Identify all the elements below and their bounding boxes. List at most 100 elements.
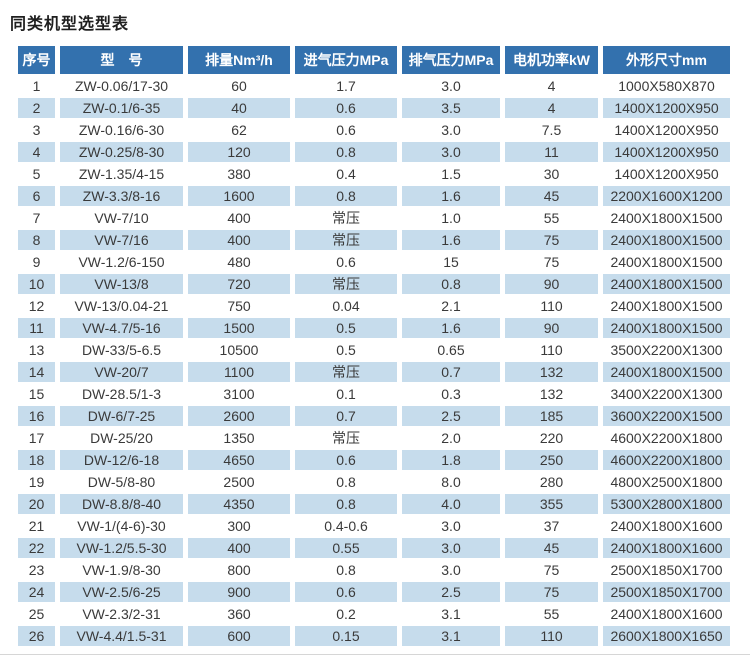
table-cell: 1400X1200X950 (603, 142, 730, 162)
table-cell: 11 (505, 142, 598, 162)
table-cell: 2400X1800X1600 (603, 538, 730, 558)
table-cell: 24 (18, 582, 55, 602)
table-cell: 75 (505, 560, 598, 580)
table-cell: 2400X1800X1500 (603, 362, 730, 382)
table-cell: VW-7/10 (60, 208, 183, 228)
table-cell: 37 (505, 516, 598, 536)
column-header: 序号 (18, 46, 55, 74)
table-cell: 3100 (188, 384, 290, 404)
table-cell: 7.5 (505, 120, 598, 140)
table-row: 1 ZW-0.06/17-30 60 1.7 3.0 4 1000X580X870 (18, 76, 730, 96)
table-cell: 常压 (295, 428, 397, 448)
table-cell: 3500X2200X1300 (603, 340, 730, 360)
table-cell: 15 (402, 252, 500, 272)
table-cell: 0.4 (295, 164, 397, 184)
table-cell: VW-7/16 (60, 230, 183, 250)
table-cell: ZW-0.1/6-35 (60, 98, 183, 118)
table-cell: 4.0 (402, 494, 500, 514)
table-cell: 2.5 (402, 582, 500, 602)
table-cell: 14 (18, 362, 55, 382)
table-cell: 2500X1850X1700 (603, 582, 730, 602)
table-row: 26 VW-4.4/1.5-31 600 0.15 3.1 110 2600X1800X16… (18, 626, 730, 646)
column-header: 进气压力MPa (295, 46, 397, 74)
table-cell: 0.3 (402, 384, 500, 404)
table-cell: 1000X580X870 (603, 76, 730, 96)
table-cell: 55 (505, 208, 598, 228)
table-cell: 5 (18, 164, 55, 184)
table-cell: 2500X1850X1700 (603, 560, 730, 580)
table-cell: VW-4.4/1.5-31 (60, 626, 183, 646)
table-row: 14 VW-20/7 1100 常压 0.7 132 2400X1800X1500 (18, 362, 730, 382)
table-row: 15 DW-28.5/1-3 3100 0.1 0.3 132 3400X2200X1300 (18, 384, 730, 404)
table-cell: 600 (188, 626, 290, 646)
table-cell: 2.5 (402, 406, 500, 426)
table-row: 6 ZW-3.3/8-16 1600 0.8 1.6 45 2200X1600X1200 (18, 186, 730, 206)
table-row: 20 DW-8.8/8-40 4350 0.8 4.0 355 5300X2800X1800 (18, 494, 730, 514)
table-cell: 2400X1800X1500 (603, 230, 730, 250)
table-cell: 4800X2500X1800 (603, 472, 730, 492)
table-cell: 1 (18, 76, 55, 96)
table-cell: 0.7 (295, 406, 397, 426)
table-cell: 21 (18, 516, 55, 536)
table-row: 19 DW-5/8-80 2500 0.8 8.0 280 4800X2500X1800 (18, 472, 730, 492)
table-cell: 280 (505, 472, 598, 492)
table-cell: 400 (188, 230, 290, 250)
table-cell: 0.15 (295, 626, 397, 646)
table-cell: 23 (18, 560, 55, 580)
table-cell: 0.8 (295, 472, 397, 492)
table-cell: 3.0 (402, 538, 500, 558)
table-cell: 12 (18, 296, 55, 316)
table-cell: 0.6 (295, 252, 397, 272)
table-cell: 1500 (188, 318, 290, 338)
table-cell: 110 (505, 340, 598, 360)
table-cell: 0.04 (295, 296, 397, 316)
table-cell: 1600 (188, 186, 290, 206)
table-cell: 3400X2200X1300 (603, 384, 730, 404)
table-cell: 185 (505, 406, 598, 426)
table-cell: 18 (18, 450, 55, 470)
table-cell: 0.2 (295, 604, 397, 624)
table-row: 17 DW-25/20 1350 常压 2.0 220 4600X2200X1800 (18, 428, 730, 448)
table-row: 13 DW-33/5-6.5 10500 0.5 0.65 110 3500X2200X13… (18, 340, 730, 360)
table-row: 5 ZW-1.35/4-15 380 0.4 1.5 30 1400X1200X950 (18, 164, 730, 184)
table-cell: 4 (505, 76, 598, 96)
table-cell: 720 (188, 274, 290, 294)
table-row: 8 VW-7/16 400 常压 1.6 75 2400X1800X1500 (18, 230, 730, 250)
table-cell: 2500 (188, 472, 290, 492)
table-cell: 0.7 (402, 362, 500, 382)
column-header: 排气压力MPa (402, 46, 500, 74)
table-cell: 17 (18, 428, 55, 448)
table-cell: 62 (188, 120, 290, 140)
table-cell: 90 (505, 318, 598, 338)
table-cell: 380 (188, 164, 290, 184)
table-cell: DW-12/6-18 (60, 450, 183, 470)
table-cell: 400 (188, 208, 290, 228)
table-cell: 1100 (188, 362, 290, 382)
table-cell: VW-1.2/5.5-30 (60, 538, 183, 558)
table-cell: 2200X1600X1200 (603, 186, 730, 206)
table-cell: 3.0 (402, 516, 500, 536)
table-cell: 0.55 (295, 538, 397, 558)
table-row: 7 VW-7/10 400 常压 1.0 55 2400X1800X1500 (18, 208, 730, 228)
table-cell: 常压 (295, 208, 397, 228)
table-header-row: 序号型 号排量Nm³/h 进气压力MPa 排气压力MPa 电机功率kW 外形尺寸mm (18, 46, 730, 74)
table-cell: 2600X1800X1650 (603, 626, 730, 646)
table-cell: 22 (18, 538, 55, 558)
table-cell: VW-2.3/2-31 (60, 604, 183, 624)
column-header: 电机功率kW (505, 46, 598, 74)
table-cell: 75 (505, 252, 598, 272)
table-cell: 110 (505, 296, 598, 316)
table-cell: ZW-0.25/8-30 (60, 142, 183, 162)
table-cell: ZW-3.3/8-16 (60, 186, 183, 206)
table-cell: 355 (505, 494, 598, 514)
table-cell: 220 (505, 428, 598, 448)
table-cell: 4 (505, 98, 598, 118)
table-cell: 55 (505, 604, 598, 624)
table-row: 21 VW-1/(4-6)-30 300 0.4-0.6 3.0 37 2400X1800X… (18, 516, 730, 536)
table-cell: 19 (18, 472, 55, 492)
table-cell: 1.6 (402, 186, 500, 206)
table-cell: 0.5 (295, 318, 397, 338)
table-cell: 16 (18, 406, 55, 426)
table-row: 22 VW-1.2/5.5-30 400 0.55 3.0 45 2400X1800X160… (18, 538, 730, 558)
table-cell: 900 (188, 582, 290, 602)
